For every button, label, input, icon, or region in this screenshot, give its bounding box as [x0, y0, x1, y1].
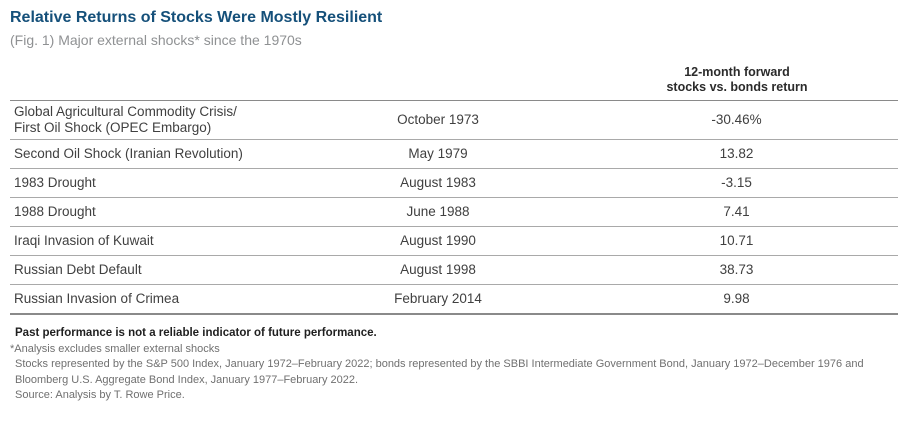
return-cell: 9.98 — [540, 284, 898, 315]
shocks-table: 12-month forward stocks vs. bonds return… — [10, 51, 898, 315]
table-row: Russian Debt Default August 1998 38.73 — [10, 255, 898, 285]
event-cell: Russian Debt Default — [10, 255, 355, 285]
return-column-header: 12-month forward stocks vs. bonds return — [540, 51, 898, 101]
footnote-analysis: *Analysis excludes smaller external shoc… — [10, 342, 897, 358]
table-row: Second Oil Shock (Iranian Revolution) Ma… — [10, 139, 898, 169]
figure-header: Relative Returns of Stocks Were Mostly R… — [10, 8, 898, 49]
return-cell: 7.41 — [540, 197, 898, 227]
event-cell: Iraqi Invasion of Kuwait — [10, 226, 355, 256]
footnotes: Past performance is not a reliable indic… — [10, 326, 897, 404]
page-title: Relative Returns of Stocks Were Mostly R… — [10, 9, 383, 26]
return-cell: 10.71 — [540, 226, 898, 256]
event-cell: 1983 Drought — [10, 168, 355, 198]
return-cell: 38.73 — [540, 255, 898, 285]
table-header-row: 12-month forward stocks vs. bonds return — [10, 51, 898, 101]
event-column-header-empty — [10, 51, 355, 101]
date-cell: February 2014 — [355, 284, 540, 315]
date-cell: June 1988 — [355, 197, 540, 227]
date-cell: October 1973 — [355, 100, 540, 140]
table-row: Global Agricultural Commodity Crisis/ Fi… — [10, 100, 898, 140]
return-cell: -30.46% — [540, 100, 898, 140]
footnote-source: Source: Analysis by T. Rowe Price. — [15, 389, 185, 401]
footnote-methodology: Stocks represented by the S&P 500 Index,… — [15, 358, 864, 386]
table-row: 1983 Drought August 1983 -3.15 — [10, 168, 898, 198]
table-row: Iraqi Invasion of Kuwait August 1990 10.… — [10, 226, 898, 256]
date-cell: August 1998 — [355, 255, 540, 285]
event-cell: Russian Invasion of Crimea — [10, 284, 355, 315]
table-row: 1988 Drought June 1988 7.41 — [10, 197, 898, 227]
footnote-disclaimer: Past performance is not a reliable indic… — [15, 327, 377, 339]
footnote-analysis-text: Analysis excludes smaller external shock… — [14, 342, 220, 355]
event-cell: 1988 Drought — [10, 197, 355, 227]
return-cell: 13.82 — [540, 139, 898, 169]
return-cell: -3.15 — [540, 168, 898, 198]
date-column-header-empty — [355, 51, 540, 101]
figure-subtitle: (Fig. 1) Major external shocks* since th… — [10, 32, 302, 48]
date-cell: August 1990 — [355, 226, 540, 256]
event-cell: Second Oil Shock (Iranian Revolution) — [10, 139, 355, 169]
figure-container: Relative Returns of Stocks Were Mostly R… — [10, 8, 898, 404]
table-row: Russian Invasion of Crimea February 2014… — [10, 284, 898, 315]
event-cell: Global Agricultural Commodity Crisis/ Fi… — [10, 100, 355, 140]
date-cell: August 1983 — [355, 168, 540, 198]
date-cell: May 1979 — [355, 139, 540, 169]
footnote-asterisk-marker: * — [10, 342, 15, 355]
